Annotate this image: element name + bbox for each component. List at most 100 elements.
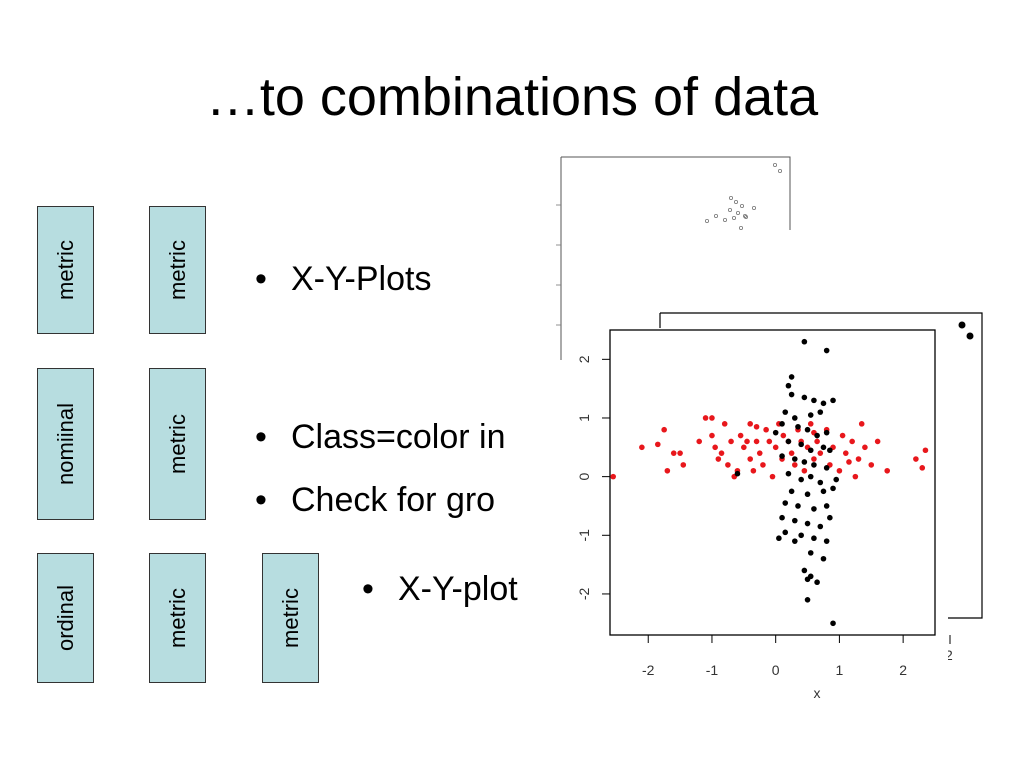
black-point <box>811 462 817 468</box>
red-point <box>779 456 785 462</box>
red-point <box>811 456 817 462</box>
type-box-label: metric <box>164 414 190 474</box>
black-point <box>785 470 792 477</box>
y-tick-label: -1 <box>576 529 592 542</box>
black-point <box>788 374 795 380</box>
type-box-label: nomiinal <box>52 403 78 485</box>
type-box-label: ordinal <box>52 584 78 652</box>
black-point <box>792 517 798 524</box>
black-point <box>788 391 795 398</box>
red-point <box>780 432 787 439</box>
x-tick-label: -2 <box>642 662 655 678</box>
red-point <box>922 447 929 454</box>
red-point <box>715 456 722 462</box>
black-point <box>820 555 827 562</box>
type-box-label: metric <box>164 240 190 300</box>
bullet-text: X-Y-Plots <box>291 260 432 298</box>
red-point <box>750 467 757 474</box>
red-point <box>795 426 801 433</box>
red-point <box>709 432 715 439</box>
black-point <box>792 538 798 544</box>
type-box-metric-2: metric <box>149 206 206 334</box>
type-box-metric-4: metric <box>149 553 206 683</box>
red-point <box>801 467 808 474</box>
red-point <box>753 438 760 445</box>
red-point <box>862 444 868 451</box>
red-point <box>639 444 645 451</box>
bullet-text: Check for gro <box>291 481 496 519</box>
black-point <box>779 453 785 459</box>
red-point <box>718 450 725 456</box>
bullet-text: Class=color in <box>291 418 506 456</box>
black-point <box>807 573 814 580</box>
black-point <box>772 429 779 436</box>
red-point <box>804 444 811 451</box>
back-plot-tick-label: 2 <box>945 647 953 663</box>
black-point <box>785 382 792 389</box>
red-point <box>664 467 671 474</box>
red-point <box>785 438 792 445</box>
black-point <box>795 423 801 430</box>
back-plot-large: 2 <box>630 310 983 663</box>
type-box-label: metric <box>277 588 303 648</box>
red-point <box>747 421 753 427</box>
red-point <box>823 426 830 433</box>
black-point <box>779 421 785 427</box>
black-point <box>798 532 804 539</box>
bullet-xy-plot-3d: • X-Y-plot <box>362 570 518 608</box>
red-point <box>661 426 667 433</box>
red-point <box>846 459 852 465</box>
red-point <box>680 462 687 468</box>
red-point <box>913 456 919 462</box>
y-tick-label: 2 <box>576 355 592 363</box>
red-point <box>842 450 849 456</box>
black-point <box>798 441 804 448</box>
black-point <box>804 491 811 498</box>
red-point <box>852 473 859 480</box>
black-point <box>801 459 808 465</box>
red-point <box>731 473 738 480</box>
black-point <box>795 503 801 509</box>
red-point <box>677 450 683 456</box>
red-point <box>702 415 709 421</box>
red-point <box>839 432 846 439</box>
front-plot-axes: -2 -1 0 1 2 -2 -1 0 1 2 <box>576 355 907 678</box>
black-point <box>814 432 820 439</box>
type-box-label: metric <box>164 588 190 648</box>
black-point <box>820 400 827 407</box>
red-point <box>734 467 741 474</box>
black-point <box>776 535 782 542</box>
black-point <box>779 514 785 521</box>
red-point <box>741 444 747 451</box>
red-point <box>830 444 836 451</box>
black-point <box>823 503 830 509</box>
red-point <box>769 473 776 480</box>
black-point <box>830 397 836 404</box>
black-point <box>820 444 827 451</box>
black-point <box>811 535 817 542</box>
red-point <box>747 456 753 462</box>
x-axis-label: x <box>814 685 821 701</box>
x-tick-label: 1 <box>836 662 844 678</box>
black-point <box>811 397 817 404</box>
black-point <box>817 479 824 486</box>
black-point <box>823 429 830 436</box>
black-point <box>827 447 833 454</box>
black-point <box>820 488 827 495</box>
black-point <box>807 550 814 556</box>
type-box-metric-1: metric <box>37 206 94 334</box>
type-box-label: metric <box>52 240 78 300</box>
y-tick-label: 1 <box>576 414 592 422</box>
black-point <box>804 576 811 583</box>
black-point <box>782 529 789 536</box>
type-box-metric-5: metric <box>262 553 319 683</box>
black-point <box>817 409 824 415</box>
black-point <box>785 438 792 445</box>
red-point <box>811 429 817 436</box>
red-point <box>772 444 779 451</box>
red-point <box>766 438 773 445</box>
y-tick-label: 0 <box>576 473 592 481</box>
black-point <box>823 538 830 544</box>
x-tick-label: -1 <box>706 662 719 678</box>
black-point <box>804 426 811 433</box>
